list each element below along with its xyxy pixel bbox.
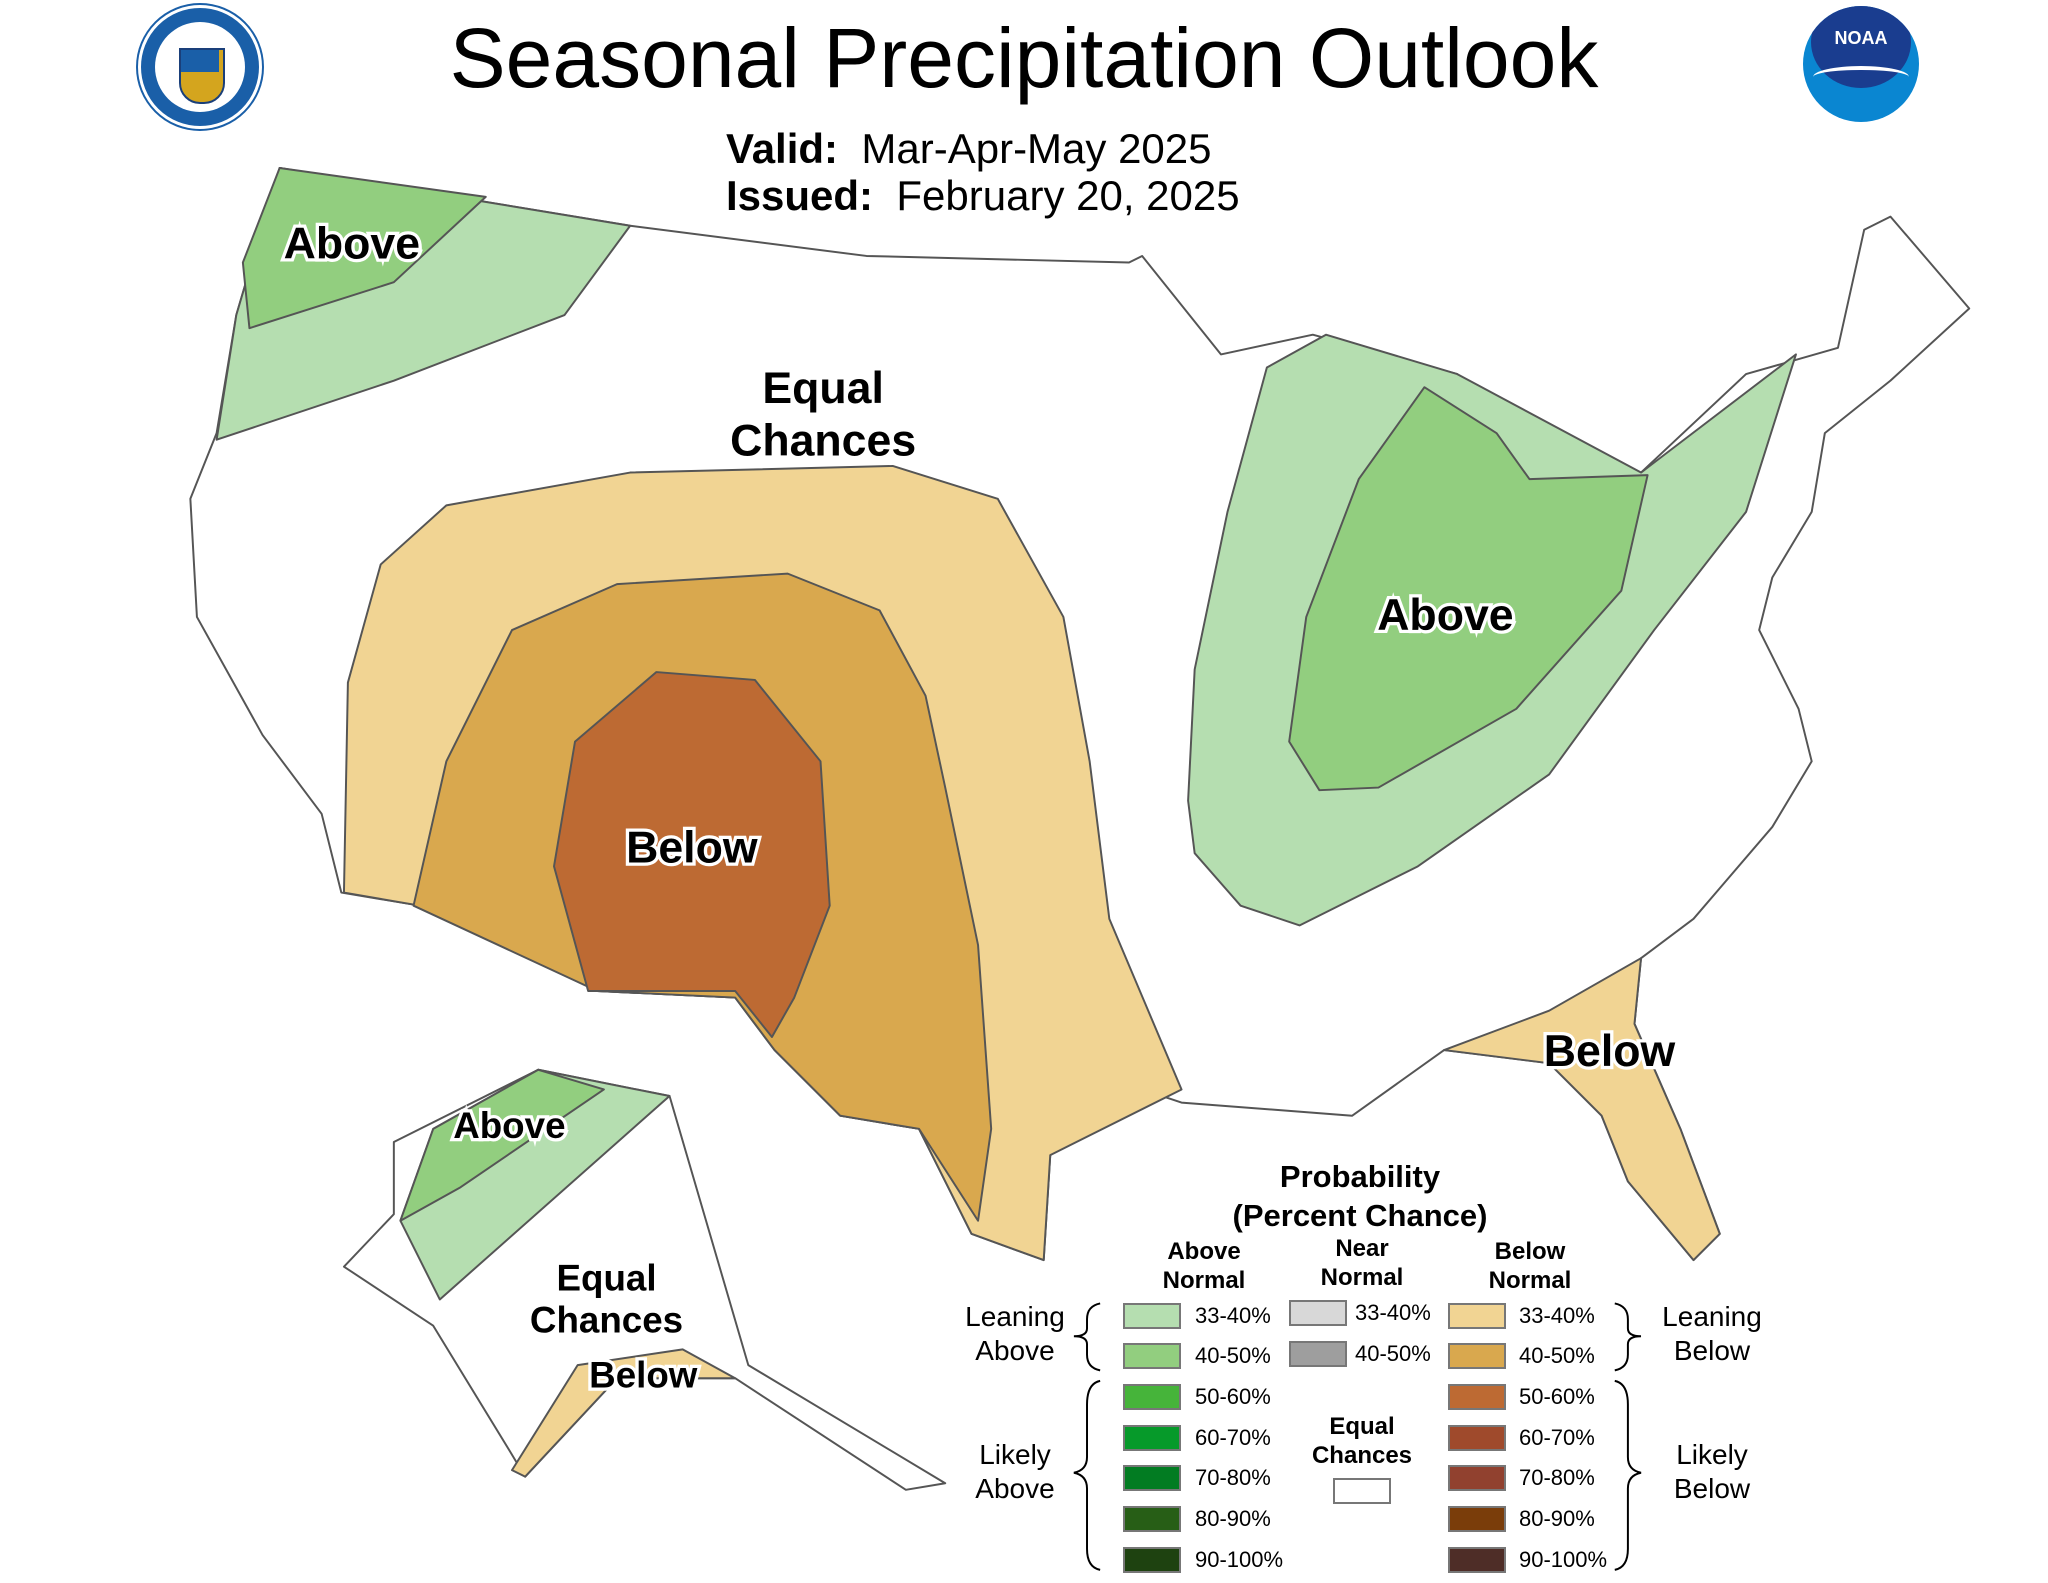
region-above-40-50-alaska — [399, 1068, 605, 1222]
legend-above-swatch — [1123, 1425, 1181, 1451]
legend-braces — [1073, 1302, 1642, 1571]
legend-col-near-2: Normal — [1320, 1264, 1404, 1291]
legend-col-below-2: Normal — [1488, 1267, 1572, 1294]
map-label-ak-above: Above — [453, 1105, 565, 1146]
legend-col-above: Above — [1167, 1238, 1241, 1265]
noaa-logo: NOAA — [1803, 6, 1919, 122]
legend-above-swatch — [1123, 1547, 1181, 1573]
map-label-central-ec-2: Chances — [730, 416, 916, 465]
legend-col-below: Below — [1494, 1238, 1566, 1265]
legend-above-swatch — [1123, 1384, 1181, 1410]
legend-above-label: 33-40% — [1195, 1303, 1271, 1328]
commerce-seal-logo — [138, 5, 262, 129]
legend-near-swatch — [1289, 1341, 1347, 1367]
legend-above-swatch — [1123, 1506, 1181, 1532]
legend-below-swatch — [1448, 1343, 1506, 1369]
legend-above-label: 50-60% — [1195, 1384, 1271, 1409]
page-title: Seasonal Precipitation Outlook — [449, 11, 1599, 105]
legend-title: Probability — [1279, 1159, 1441, 1194]
legend-above-label: 80-90% — [1195, 1506, 1271, 1531]
legend-above-label: 70-80% — [1195, 1465, 1271, 1490]
legend-above-swatch — [1123, 1465, 1181, 1491]
legend-equal-chances: Equal — [1329, 1413, 1395, 1440]
legend-below-label: 70-80% — [1519, 1465, 1595, 1490]
legend-leaning-above: Leaning — [965, 1301, 1065, 1332]
map-label-fl-below: Below — [1544, 1027, 1676, 1076]
legend-below-swatch — [1448, 1303, 1506, 1329]
legend-above-label: 40-50% — [1195, 1343, 1271, 1368]
map-label-sw-below: Below — [626, 823, 758, 872]
issued-line: Issued: February 20, 2025 — [726, 172, 1240, 220]
region-below-33-40-florida — [1443, 957, 1721, 1262]
map-label-ak-ec: Equal — [556, 1257, 656, 1298]
legend-likely-above: Likely — [979, 1439, 1051, 1470]
valid-label: Valid: — [726, 125, 839, 172]
legend-above-label: 90-100% — [1195, 1547, 1284, 1572]
legend-below-label: 90-100% — [1519, 1547, 1608, 1572]
legend-col-near: Near — [1335, 1235, 1389, 1262]
legend-above-swatch — [1123, 1343, 1181, 1369]
issued-value: February 20, 2025 — [896, 172, 1240, 219]
legend-below-swatch — [1448, 1425, 1506, 1451]
legend-below-label: 40-50% — [1519, 1343, 1595, 1368]
legend-below-swatch — [1448, 1465, 1506, 1491]
region-above-40-50-east — [1288, 386, 1649, 792]
legend-leaning-below: Leaning — [1662, 1301, 1762, 1332]
legend-likely-above-2: Above — [975, 1473, 1055, 1504]
legend-swatch-equal-chances — [1333, 1478, 1391, 1504]
legend-above-label: 60-70% — [1195, 1425, 1271, 1450]
valid-value: Mar-Apr-May 2025 — [861, 125, 1212, 172]
region-below-50-60-southwest — [553, 671, 831, 1038]
legend-below-swatch — [1448, 1547, 1506, 1573]
legend-below-label: 33-40% — [1519, 1303, 1595, 1328]
legend-below-swatch — [1448, 1506, 1506, 1532]
legend-col-above-2: Normal — [1162, 1267, 1246, 1294]
legend-below-label: 50-60% — [1519, 1384, 1595, 1409]
legend-subtitle: (Percent Chance) — [1232, 1198, 1488, 1233]
legend-near-label: 33-40% — [1355, 1300, 1431, 1325]
legend-below-label: 60-70% — [1519, 1425, 1595, 1450]
map-label-ak-ec-2: Chances — [530, 1299, 683, 1340]
legend-leaning-below-2: Below — [1673, 1335, 1751, 1366]
issued-label: Issued: — [726, 172, 874, 219]
legend-below-label: 80-90% — [1519, 1506, 1595, 1531]
map-label-central-ec: Equal — [762, 364, 884, 413]
map-label-nw-above: Above — [284, 220, 420, 269]
noaa-logo-text: NOAA — [1834, 28, 1888, 48]
map-label-ak-below: Below — [589, 1354, 698, 1395]
legend-likely-below-2: Below — [1673, 1473, 1751, 1504]
region-above-40-50-northwest — [241, 167, 487, 330]
legend-near-label: 40-50% — [1355, 1341, 1431, 1366]
legend-leaning-above-2: Above — [975, 1335, 1055, 1366]
legend-above-swatch — [1123, 1303, 1181, 1329]
map-label-east-above: Above — [1377, 591, 1513, 640]
legend-equal-chances-2: Chances — [1311, 1442, 1413, 1469]
region-below-33-40-alaska — [511, 1348, 737, 1478]
legend-near-swatch — [1289, 1300, 1347, 1326]
valid-line: Valid: Mar-Apr-May 2025 — [726, 125, 1212, 173]
legend-below-swatch — [1448, 1384, 1506, 1410]
legend-likely-below: Likely — [1676, 1439, 1748, 1470]
